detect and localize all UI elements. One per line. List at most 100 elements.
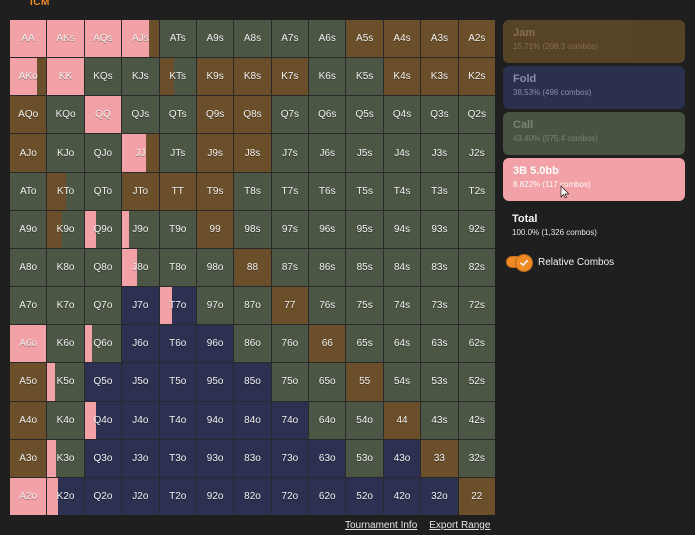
range-cell[interactable]: 86s — [309, 248, 346, 287]
range-cell[interactable]: ATs — [159, 20, 196, 58]
range-cell[interactable]: A9o — [10, 210, 47, 248]
range-cell[interactable]: J8o — [122, 248, 159, 287]
range-cell[interactable]: Q5s — [346, 96, 383, 134]
legend-card-call[interactable]: Call 43.40% (575.4 combos) — [503, 112, 685, 155]
range-cell[interactable]: J3o — [122, 439, 159, 477]
range-cell[interactable]: J4s — [383, 134, 421, 172]
range-cell[interactable]: K6s — [309, 58, 346, 96]
range-cell[interactable]: K8s — [234, 58, 271, 96]
range-cell[interactable]: 65s — [346, 325, 383, 363]
legend-card-jam[interactable]: Jam 15.71% (208.3 combos) — [503, 20, 685, 63]
legend-card-fold[interactable]: Fold 38.53% (496 combos) — [503, 66, 685, 109]
range-cell[interactable]: Q4o — [84, 401, 122, 439]
range-cell[interactable]: K7s — [271, 58, 309, 96]
range-cell[interactable]: 92s — [458, 210, 495, 248]
range-cell[interactable]: 74o — [271, 401, 309, 439]
range-cell[interactable]: 73o — [271, 439, 309, 477]
range-cell[interactable]: A9s — [196, 20, 234, 58]
range-cell[interactable]: Q2s — [458, 96, 495, 134]
range-cell[interactable]: 83s — [421, 248, 458, 287]
range-cell[interactable]: T2o — [159, 477, 196, 515]
range-cell[interactable]: QJs — [122, 96, 159, 134]
range-cell[interactable]: 94s — [383, 210, 421, 248]
range-cell[interactable]: QQ — [84, 96, 122, 134]
range-cell[interactable]: 95s — [346, 210, 383, 248]
range-cell[interactable]: A5s — [346, 20, 383, 58]
range-cell[interactable]: T7s — [271, 172, 309, 210]
relative-combos-toggle[interactable] — [506, 254, 533, 272]
range-cell[interactable]: QTo — [84, 172, 122, 210]
range-cell[interactable]: 93o — [196, 439, 234, 477]
range-cell[interactable]: T4o — [159, 401, 196, 439]
range-cell[interactable]: A7s — [271, 20, 309, 58]
range-cell[interactable]: AQs — [84, 20, 122, 58]
range-cell[interactable]: 84s — [383, 248, 421, 287]
range-cell[interactable]: 72s — [458, 287, 495, 325]
range-cell[interactable]: 87s — [271, 248, 309, 287]
range-cell[interactable]: KQo — [47, 96, 84, 134]
range-cell[interactable]: A2s — [458, 20, 495, 58]
range-cell[interactable]: T5o — [159, 363, 196, 401]
range-cell[interactable]: 98o — [196, 248, 234, 287]
range-cell[interactable]: 72o — [271, 477, 309, 515]
range-cell[interactable]: 55 — [346, 363, 383, 401]
range-cell[interactable]: 43o — [383, 439, 421, 477]
range-cell[interactable]: TT — [159, 172, 196, 210]
range-cell[interactable]: A5o — [10, 363, 47, 401]
range-cell[interactable]: J7o — [122, 287, 159, 325]
range-cell[interactable]: 66 — [309, 325, 346, 363]
range-cell[interactable]: A3s — [421, 20, 458, 58]
range-cell[interactable]: A8s — [234, 20, 271, 58]
range-cell[interactable]: A8o — [10, 248, 47, 287]
range-cell[interactable]: J2s — [458, 134, 495, 172]
range-cell[interactable]: AA — [10, 20, 47, 58]
range-cell[interactable]: K5o — [47, 363, 84, 401]
range-cell[interactable]: 75s — [346, 287, 383, 325]
range-cell[interactable]: 62o — [309, 477, 346, 515]
range-cell[interactable]: T2s — [458, 172, 495, 210]
range-cell[interactable]: 64s — [383, 325, 421, 363]
range-cell[interactable]: 54o — [346, 401, 383, 439]
range-cell[interactable]: T9o — [159, 210, 196, 248]
range-cell[interactable]: KQs — [84, 58, 122, 96]
range-cell[interactable]: 63s — [421, 325, 458, 363]
range-cell[interactable]: K2o — [47, 477, 84, 515]
range-cell[interactable]: 96s — [309, 210, 346, 248]
range-cell[interactable]: T3o — [159, 439, 196, 477]
range-cell[interactable]: K7o — [47, 287, 84, 325]
range-cell[interactable]: Q3s — [421, 96, 458, 134]
range-cell[interactable]: 64o — [309, 401, 346, 439]
range-cell[interactable]: 32o — [421, 477, 458, 515]
range-cell[interactable]: T6s — [309, 172, 346, 210]
range-cell[interactable]: 96o — [196, 325, 234, 363]
range-cell[interactable]: K6o — [47, 325, 84, 363]
range-cell[interactable]: 75o — [271, 363, 309, 401]
range-cell[interactable]: T5s — [346, 172, 383, 210]
range-cell[interactable]: 32s — [458, 439, 495, 477]
relative-combos-row[interactable]: Relative Combos — [506, 254, 676, 272]
range-cell[interactable]: KJo — [47, 134, 84, 172]
range-cell[interactable]: JTo — [122, 172, 159, 210]
range-cell[interactable]: A4o — [10, 401, 47, 439]
range-cell[interactable]: Q4s — [383, 96, 421, 134]
range-cell[interactable]: J8s — [234, 134, 271, 172]
range-cell[interactable]: 53o — [346, 439, 383, 477]
range-cell[interactable]: K3s — [421, 58, 458, 96]
legend-card-3bet[interactable]: 3B 5.0bb 8.822% (117 combos) — [503, 158, 685, 201]
range-cell[interactable]: J5o — [122, 363, 159, 401]
range-cell[interactable]: 84o — [234, 401, 271, 439]
range-cell[interactable]: JTs — [159, 134, 196, 172]
range-cell[interactable]: K4s — [383, 58, 421, 96]
range-cell[interactable]: J9s — [196, 134, 234, 172]
range-cell[interactable]: 65o — [309, 363, 346, 401]
range-cell[interactable]: A4s — [383, 20, 421, 58]
range-cell[interactable]: K4o — [47, 401, 84, 439]
range-cell[interactable]: Q7o — [84, 287, 122, 325]
range-cell[interactable]: Q8s — [234, 96, 271, 134]
range-cell[interactable]: 83o — [234, 439, 271, 477]
range-cell[interactable]: 52o — [346, 477, 383, 515]
range-cell[interactable]: J6s — [309, 134, 346, 172]
range-cell[interactable]: Q9s — [196, 96, 234, 134]
range-cell[interactable]: KJs — [122, 58, 159, 96]
range-cell[interactable]: T4s — [383, 172, 421, 210]
